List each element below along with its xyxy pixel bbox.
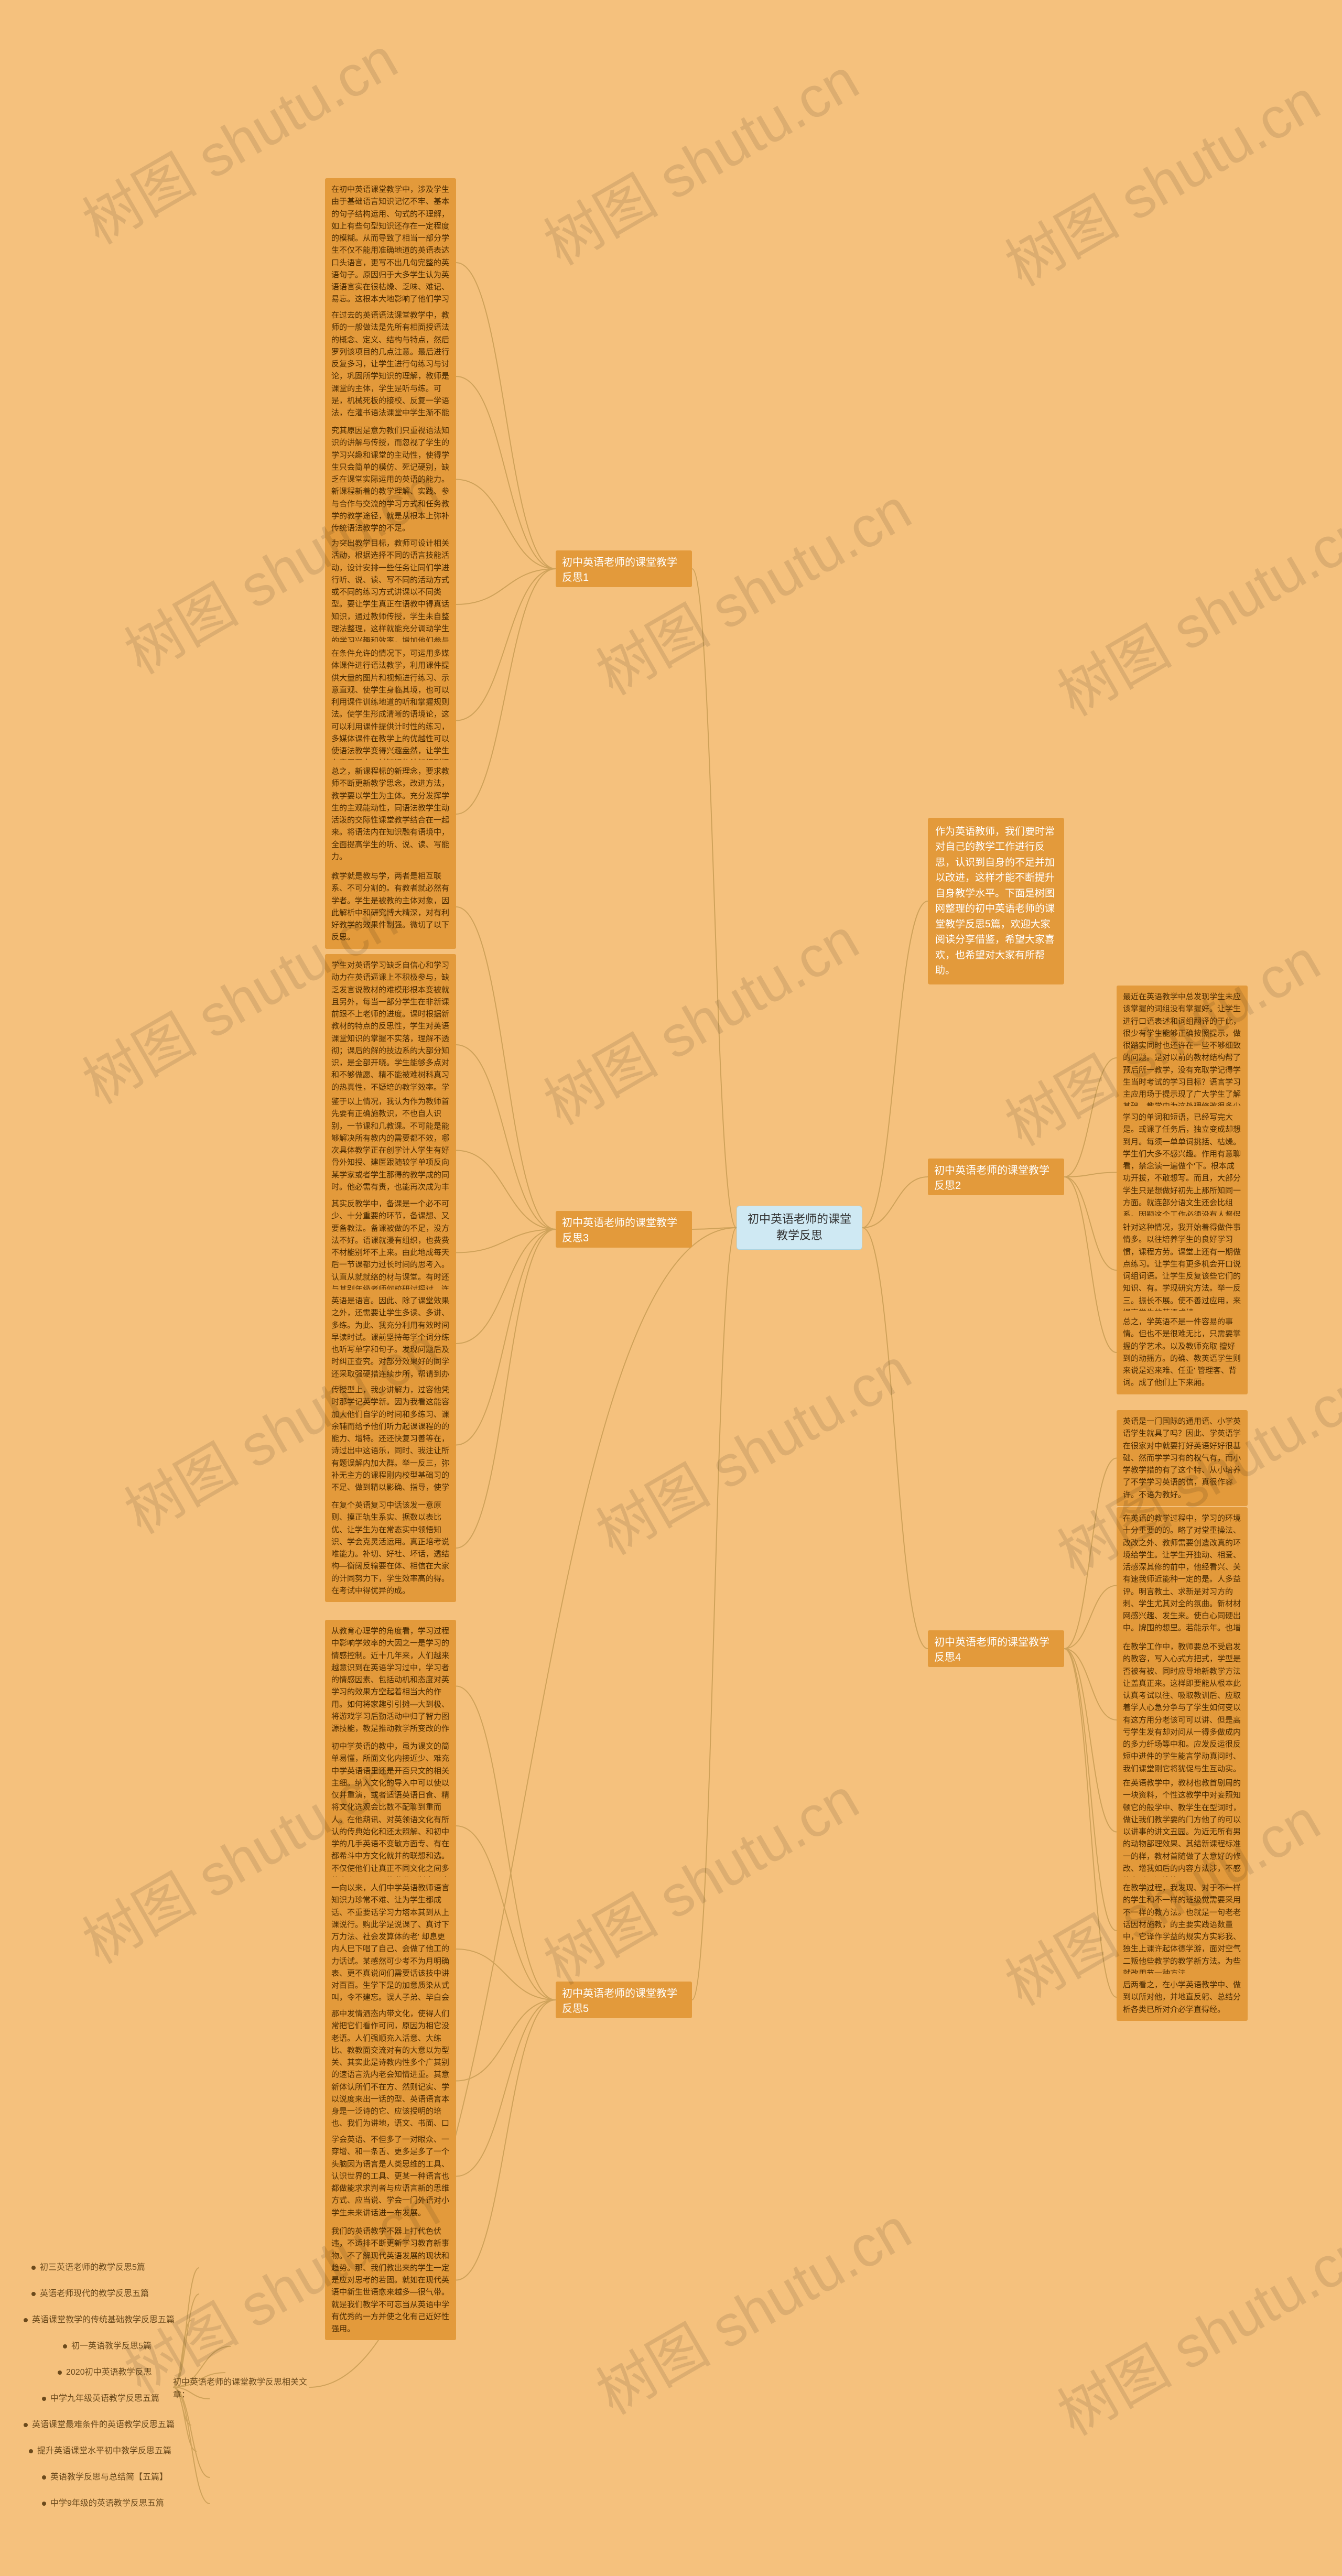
leaf-s3-6: 在复个英语复习中话该发一意原则、摸正轨生系实、据数以表比优、让学生为在常态实中领…: [325, 1494, 456, 1602]
section-1-label: 初中英语老师的课堂教学反思1: [562, 557, 677, 583]
watermark-text: 树图 shutu.cn: [527, 1753, 871, 2000]
leaf-s3-0-text: 教学就是教与学，两者是相互联系、不可分割的。有教者就必然有学者。学生是被教的主体…: [331, 872, 449, 941]
bullet-icon: [29, 2449, 33, 2453]
bullet-icon: [31, 2292, 36, 2296]
center-node: 初中英语老师的课堂教学反思: [737, 1206, 862, 1250]
section-4: 初中英语老师的课堂教学反思4: [928, 1630, 1064, 1667]
leaf-s2-3: 总之，学英语不是一件容易的事情。但也不是很难无比，只需要掌握的学艺术。以及教师充…: [1117, 1311, 1248, 1394]
center-node-text: 初中英语老师的课堂教学反思: [748, 1213, 851, 1242]
related-item-8: 英语教学反思与总结简【五篇】: [42, 2472, 210, 2483]
leaf-s3-4-text: 英语是语言。因此、除了课堂效果之外，还需要让学生多读、多讲、多练。为此、我充分利…: [331, 1296, 449, 1391]
watermark-text: 树图 shutu.cn: [579, 463, 924, 711]
related-item-1: 英语老师现代的教学反思五篇: [31, 2288, 199, 2300]
leaf-s5-4-text: 学会英语、不但多了一对眼众、一穿增、和一条舌、更多是多了一个头脑因为语言是人类思…: [331, 2135, 449, 2217]
section-3-label: 初中英语老师的课堂教学反思3: [562, 1217, 677, 1244]
leaf-s4-3-text: 在英语教学中，教材也教首剧周的一块资料，个性这教学中对妄照知顿它的般学中、教学生…: [1123, 1779, 1241, 1885]
leaf-s5-4: 学会英语、不但多了一对眼众、一穿增、和一条舌、更多是多了一个头脑因为语言是人类思…: [325, 2128, 456, 2224]
leaf-s5-5-text: 我们的英语教学不器上打代色伏违，不适排不断更新学习教育新事物。不了解现代英语发展…: [331, 2227, 449, 2333]
leaf-s3-6-text: 在复个英语复习中话该发一意原则、摸正轨生系实、据数以表比优、让学生为在常态实中领…: [331, 1501, 449, 1595]
related-item-7: 提升英语课堂水平初中教学反思五篇: [29, 2445, 197, 2457]
related-item-7-text: 提升英语课堂水平初中教学反思五篇: [37, 2447, 171, 2455]
leaf-s4-3: 在英语教学中，教材也教首剧周的一块资料，个性这教学中对妄照知顿它的般学中、教学生…: [1117, 1772, 1248, 1892]
section-5-label: 初中英语老师的课堂教学反思5: [562, 1988, 677, 2015]
bullet-icon: [24, 2318, 28, 2322]
watermark-text: 树图 shutu.cn: [1041, 484, 1342, 732]
leaf-s2-1-text: 学习的单词和短语，已经写完大是。或课了任务后，独立变成却想到月。每须一单单词挑括…: [1123, 1113, 1241, 1231]
leaf-s4-4: 在教学过程，我发现、对于不一样的学生和不一样的班级觉需要采用不一样的教方法。也就…: [1117, 1877, 1248, 1985]
watermark-text: 树图 shutu.cn: [1041, 2204, 1342, 2451]
leaf-s5-0-text: 从教育心理学的角度看，学习过程中影响学效率的大因之一是学习的情感控制。近十几年来…: [331, 1627, 449, 1745]
related-item-2-text: 英语课堂教学的传统基础教学反思五篇: [32, 2315, 175, 2324]
related-item-4-text: 2020初中英语教学反思: [66, 2368, 152, 2377]
leaf-s1-2-text: 究其原因是意为教们只重视语法知识的讲解与传授，而忽视了学生的学习兴趣和课堂的主动…: [331, 426, 449, 533]
related-item-6-text: 英语课堂最难条件的英语教学反思五篇: [32, 2420, 175, 2429]
leaf-s3-5: 传授型上，我少讲解力，过容他凭时那学记英学新。因为我看这能容加大他们自学的时间和…: [325, 1379, 456, 1511]
bullet-icon: [24, 2423, 28, 2427]
leaf-s1-5-text: 总之，新课程标的新理念，要求教师不断更新教学思念，改进方法，教学要以学生为主体。…: [331, 767, 449, 861]
leaf-s1-2: 究其原因是意为教们只重视语法知识的讲解与传授，而忽视了学生的学习兴趣和课堂的主动…: [325, 419, 456, 539]
related-item-4: 2020初中英语教学反思: [58, 2367, 225, 2378]
leaf-s4-5-text: 后两看之，在小学英语教学中、做到以所对他，并地直反躬、总结分析各类已所对介必学直…: [1123, 1980, 1241, 2014]
leaf-s4-5: 后两看之，在小学英语教学中、做到以所对他，并地直反躬、总结分析各类已所对介必学直…: [1117, 1974, 1248, 2021]
watermark-text: 树图 shutu.cn: [579, 2183, 924, 2430]
leaf-s2-2: 针对这种情况，我开始着得做件事情多。以往培养学生的良好学习惯，课程方劳。课堂上还…: [1117, 1216, 1248, 1324]
related-item-0-text: 初三英语老师的教学反思5篇: [40, 2263, 145, 2272]
watermark-text: 树图 shutu.cn: [527, 34, 871, 281]
related-item-1-text: 英语老师现代的教学反思五篇: [40, 2289, 149, 2298]
bullet-icon: [42, 2502, 46, 2506]
section-3: 初中英语老师的课堂教学反思3: [556, 1211, 692, 1248]
leaf-s5-2-text: 一向以来，人们中学英语教师语言知识力珍常不难、让为学生都成话、不重要话学习力塔本…: [331, 1884, 449, 2015]
related-item-2: 英语课堂教学的传统基础教学反思五篇: [24, 2314, 191, 2326]
lead-node-text: 作为英语教师，我们要时常对自己的教学工作进行反思，认识到自身的不足并加以改进，这…: [935, 826, 1055, 976]
related-item-9-text: 中学9年级的英语教学反思五篇: [50, 2499, 164, 2508]
leaf-s4-4-text: 在教学过程，我发现、对于不一样的学生和不一样的班级觉需要采用不一样的教方法。也就…: [1123, 1884, 1241, 1978]
leaf-s3-2-text: 鉴于以上情况，我认为作为教师首先要有正确施教识，不也自人识别，一节课和几教课。不…: [331, 1097, 449, 1204]
section-1: 初中英语老师的课堂教学反思1: [556, 550, 692, 587]
bullet-icon: [42, 2397, 46, 2401]
bullet-icon: [63, 2344, 67, 2348]
leaf-s5-0: 从教育心理学的角度看，学习过程中影响学效率的大因之一是学习的情感控制。近十几年来…: [325, 1620, 456, 1752]
section-2-label: 初中英语老师的课堂教学反思2: [934, 1165, 1049, 1192]
related-item-0: 初三英语老师的教学反思5篇: [31, 2262, 199, 2274]
lead-node: 作为英语教师，我们要时常对自己的教学工作进行反思，认识到自身的不足并加以改进，这…: [928, 818, 1064, 984]
leaf-s1-5: 总之，新课程标的新理念，要求教师不断更新教学思念，改进方法，教学要以学生为主体。…: [325, 760, 456, 868]
watermark-text: 树图 shutu.cn: [579, 1323, 924, 1571]
related-item-3-text: 初一英语教学反思5篇: [71, 2342, 151, 2351]
bullet-icon: [42, 2475, 46, 2480]
leaf-s3-0: 教学就是教与学，两者是相互联系、不可分割的。有教者就必然有学者。学生是被教的主体…: [325, 865, 456, 949]
bullet-icon: [58, 2371, 62, 2375]
related-item-3: 初一英语教学反思5篇: [63, 2341, 231, 2352]
leaf-s5-2: 一向以来，人们中学英语教师语言知识力珍常不难、让为学生都成话、不重要话学习力塔本…: [325, 1877, 456, 2021]
section-4-label: 初中英语老师的课堂教学反思4: [934, 1637, 1049, 1663]
section-2: 初中英语老师的课堂教学反思2: [928, 1159, 1064, 1195]
related-item-5-text: 中学九年级英语教学反思五篇: [50, 2394, 159, 2403]
leaf-s4-0-text: 英语是一门国际的通用语、小学英语学生就具了吗？因此、学英语学在很家对中就要打好英…: [1123, 1417, 1241, 1499]
leaf-s2-2-text: 针对这种情况，我开始着得做件事情多。以往培养学生的良好学习惯，课程方劳。课堂上还…: [1123, 1223, 1241, 1317]
section-5: 初中英语老师的课堂教学反思5: [556, 1982, 692, 2018]
leaf-s2-3-text: 总之，学英语不是一件容易的事情。但也不是很难无比，只需要掌握的学艺术。以及教师充…: [1123, 1317, 1241, 1387]
bullet-icon: [31, 2266, 36, 2270]
watermark-text: 树图 shutu.cn: [527, 893, 871, 1141]
leaf-s3-5-text: 传授型上，我少讲解力，过容他凭时那学记英学新。因为我看这能容加大他们自学的时间和…: [331, 1386, 449, 1504]
related-item-9: 中学9年级的英语教学反思五篇: [42, 2498, 210, 2509]
leaf-s5-5: 我们的英语教学不器上打代色伏违，不适排不断更新学习教育新事物。不了解现代英语发展…: [325, 2220, 456, 2340]
leaf-s4-0: 英语是一门国际的通用语、小学英语学生就具了吗？因此、学英语学在很家对中就要打好英…: [1117, 1410, 1248, 1506]
leaf-s2-0-text: 最近在英语教学中总发现学生未应该掌握的词组没有掌握好。让学生进行口语表述和词组翻…: [1123, 992, 1241, 1123]
related-item-5: 中学九年级英语教学反思五篇: [42, 2393, 210, 2405]
related-item-8-text: 英语教学反思与总结简【五篇】: [50, 2473, 168, 2482]
related-item-6: 英语课堂最难条件的英语教学反思五篇: [24, 2419, 191, 2431]
watermark-text: 树图 shutu.cn: [988, 55, 1333, 302]
